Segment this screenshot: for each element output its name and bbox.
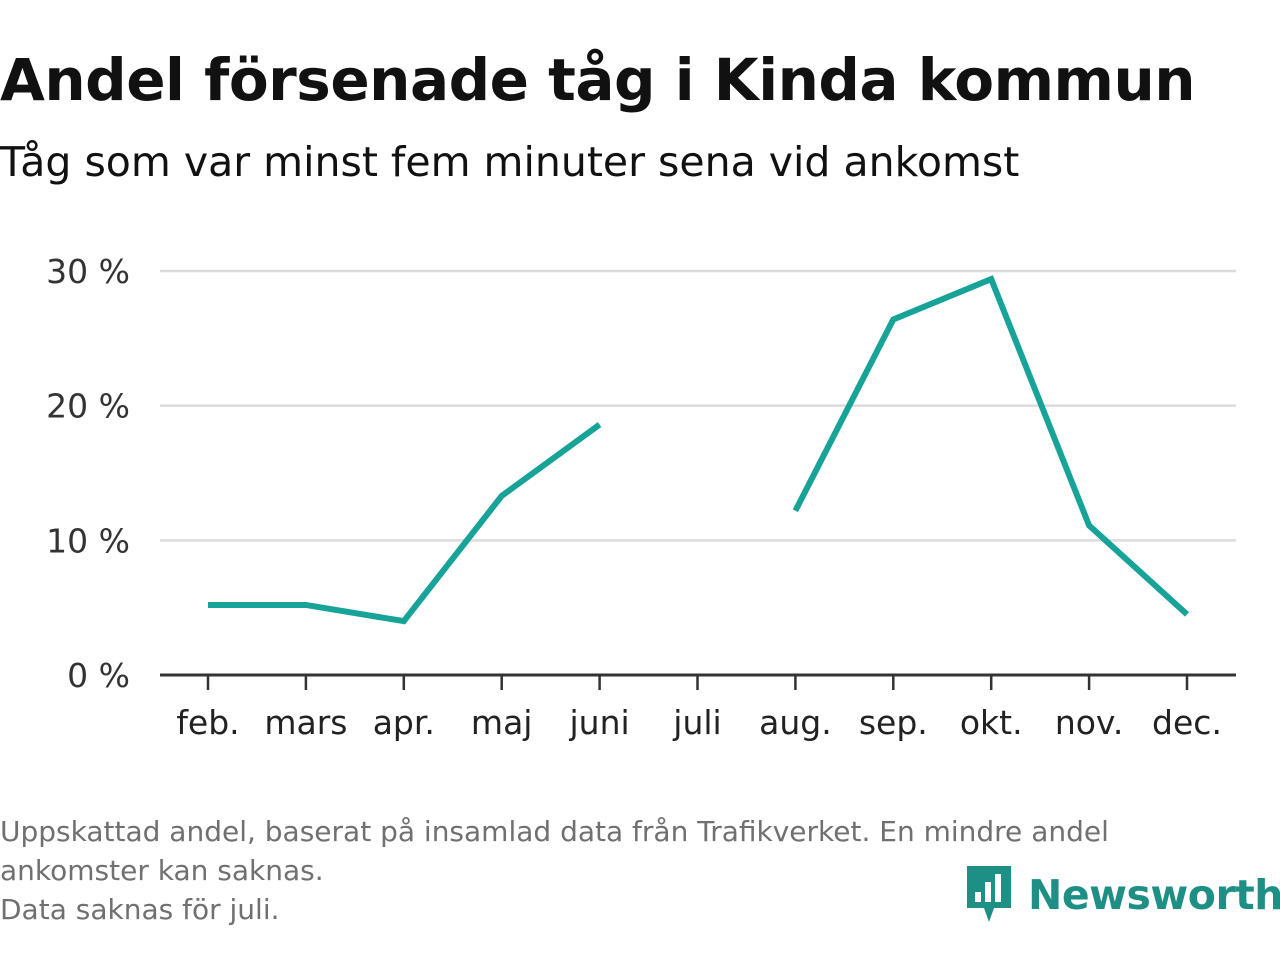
y-axis-tick-labels: 0 % 10 % 20 % 30 % xyxy=(46,252,130,695)
line-chart: 0 % 10 % 20 % 30 % feb. mars apr. maj juni juli a… xyxy=(46,252,1236,742)
x-tick-label: feb. xyxy=(176,703,239,742)
x-tick-label: juni xyxy=(569,703,630,742)
x-tick-label: dec. xyxy=(1152,703,1222,742)
footnote-line-2: ankomster kan saknas. xyxy=(0,854,324,887)
newsworthy-logo-icon xyxy=(967,866,1011,922)
footnote-line-3: Data saknas för juli. xyxy=(0,893,280,926)
series-line-segment xyxy=(792,275,1190,617)
y-tick-label: 20 % xyxy=(46,387,130,426)
x-tick-label: juli xyxy=(672,703,721,742)
chart-title: Andel försenade tåg i Kinda kommun xyxy=(0,46,1196,114)
x-tick-label: aug. xyxy=(759,703,832,742)
x-tick-label: okt. xyxy=(960,703,1023,742)
x-axis: feb. mars apr. maj juni juli aug. sep. okt. nov. d… xyxy=(160,673,1236,742)
y-tick-label: 10 % xyxy=(46,521,130,560)
brand-logo: Newsworthy xyxy=(964,864,1280,926)
y-tick-label: 0 % xyxy=(67,656,130,695)
brand-name: Newsworthy xyxy=(1028,871,1280,919)
grid-lines xyxy=(160,269,1236,542)
series-line-segment xyxy=(208,422,602,625)
x-tick-label: apr. xyxy=(373,703,435,742)
x-tick-label: mars xyxy=(264,703,347,742)
footnote-line-1: Uppskattad andel, baserat på insamlad da… xyxy=(0,815,1109,848)
y-tick-label: 30 % xyxy=(46,252,130,291)
x-tick-label: maj xyxy=(471,703,533,742)
footnote: Uppskattad andel, baserat på insamlad da… xyxy=(0,812,1109,929)
x-tick-label: sep. xyxy=(859,703,928,742)
chart-subtitle: Tåg som var minst fem minuter sena vid a… xyxy=(0,138,1020,186)
series-lines xyxy=(208,275,1190,625)
x-tick-label: nov. xyxy=(1055,703,1124,742)
